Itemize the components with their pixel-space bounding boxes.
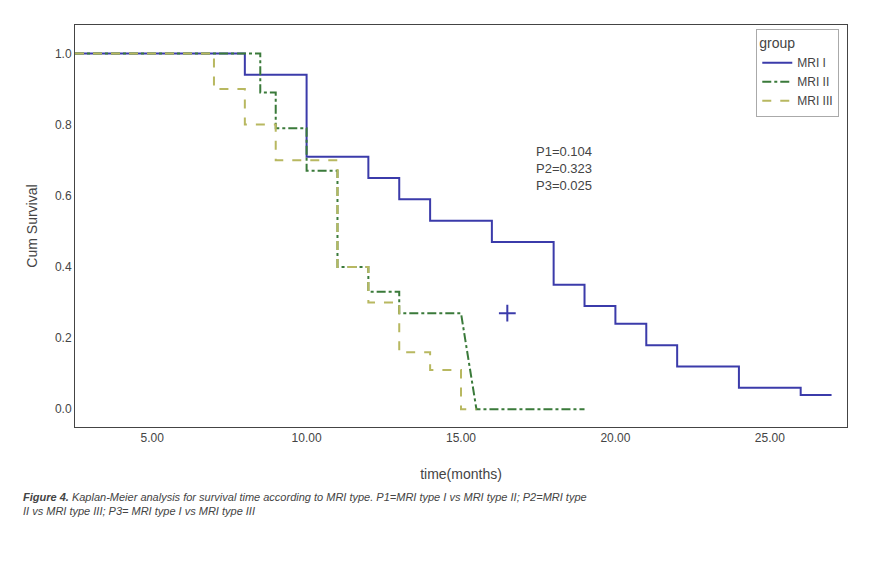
svg-text:25.00: 25.00	[755, 431, 785, 445]
svg-text:MRI III: MRI III	[797, 94, 832, 108]
svg-text:0.0: 0.0	[55, 402, 72, 416]
svg-text:5.00: 5.00	[141, 431, 165, 445]
svg-text:MRI I: MRI I	[797, 56, 826, 70]
svg-text:0.8: 0.8	[55, 118, 72, 132]
svg-text:P1=0.104P2=0.323P3=0.025: P1=0.104P2=0.323P3=0.025	[536, 144, 592, 193]
svg-text:20.00: 20.00	[600, 431, 630, 445]
svg-text:Cum Survival: Cum Survival	[24, 184, 40, 267]
svg-text:MRI II: MRI II	[797, 75, 829, 89]
svg-text:0.4: 0.4	[55, 260, 72, 274]
svg-text:15.00: 15.00	[446, 431, 476, 445]
svg-text:0.6: 0.6	[55, 189, 72, 203]
svg-text:time(months): time(months)	[420, 466, 502, 482]
svg-text:1.0: 1.0	[55, 47, 72, 61]
svg-text:0.2: 0.2	[55, 331, 72, 345]
svg-text:group: group	[759, 35, 795, 51]
svg-text:10.00: 10.00	[292, 431, 322, 445]
svg-text:Figure 4. Kaplan-Meier analysi: Figure 4. Kaplan-Meier analysis for surv…	[23, 491, 587, 517]
